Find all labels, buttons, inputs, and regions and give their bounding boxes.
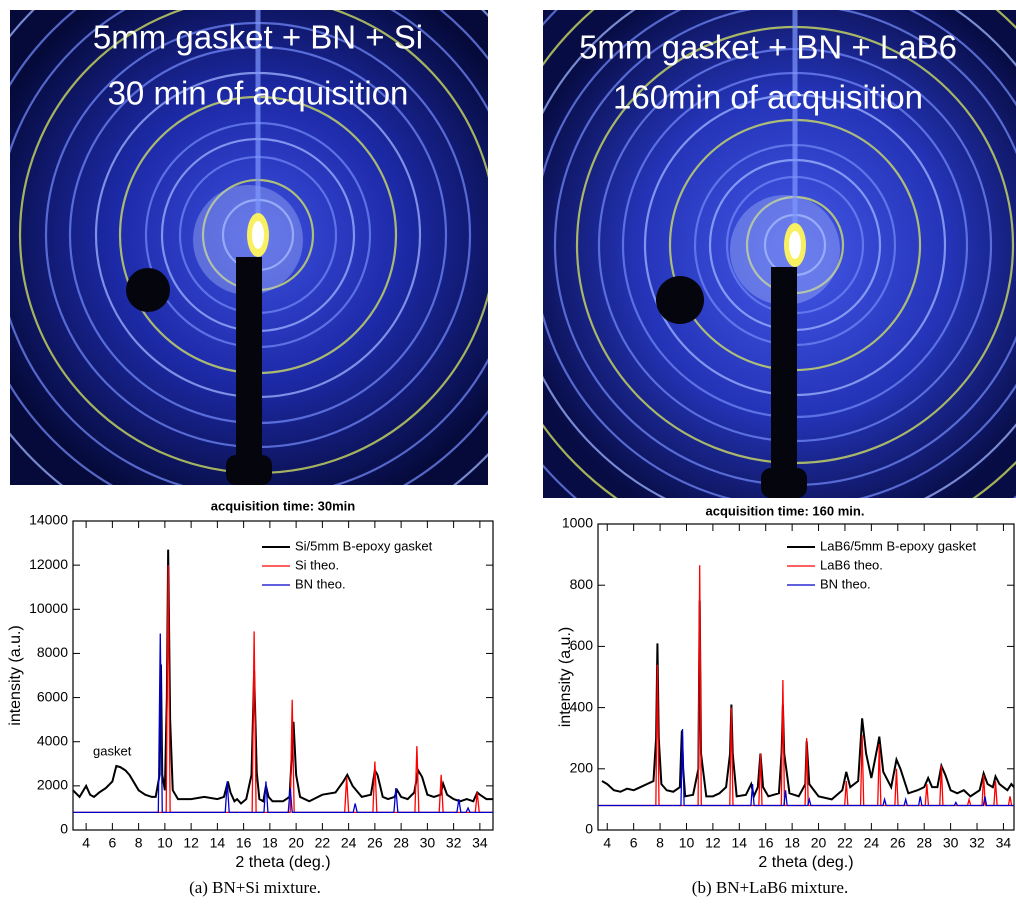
x-tick-label: 6 (108, 835, 116, 851)
image-title: 5mm gasket + BN + Si (93, 19, 423, 56)
y-tick-label: 8000 (37, 644, 68, 660)
legend-label: LaB6/5mm B-epoxy gasket (820, 538, 976, 553)
diffraction-image (10, 10, 488, 485)
y-tick-label: 600 (570, 637, 594, 653)
x-tick-label: 30 (943, 835, 959, 851)
x-tick-label: 28 (916, 835, 932, 851)
beam-core (789, 231, 801, 259)
data-line (598, 729, 1014, 807)
data-line (73, 633, 493, 813)
x-axis-label: 2 theta (deg.) (235, 854, 330, 871)
legend-label: BN theo. (820, 576, 871, 591)
x-tick-label: 16 (236, 835, 252, 851)
x-tick-label: 10 (157, 835, 173, 851)
plot-frame (72, 520, 494, 831)
image-title: 160min of acquisition (613, 79, 923, 116)
legend-label: LaB6 theo. (820, 557, 883, 572)
x-tick-label: 34 (472, 835, 488, 851)
y-axis-label: intensity (a.u.) (557, 627, 574, 727)
y-tick-label: 2000 (37, 777, 68, 793)
y-tick-label: 0 (585, 821, 593, 837)
x-tick-label: 24 (864, 835, 880, 851)
y-tick-label: 200 (570, 760, 594, 776)
beam-stop-arm (771, 267, 797, 498)
x-tick-label: 18 (262, 835, 278, 851)
x-tick-label: 12 (183, 835, 199, 851)
caption: (a) BN+Si mixture. (189, 878, 321, 897)
beam-core (252, 221, 264, 249)
x-tick-label: 34 (996, 835, 1012, 851)
x-tick-label: 8 (135, 835, 143, 851)
y-tick-label: 14000 (29, 512, 68, 528)
caption: (b) BN+LaB6 mixture. (692, 878, 848, 897)
x-tick-label: 26 (367, 835, 383, 851)
x-tick-label: 12 (705, 835, 721, 851)
beam-stop-arm (236, 257, 262, 485)
x-tick-label: 4 (603, 835, 611, 851)
beam-stop-disc (656, 276, 704, 324)
x-tick-label: 32 (446, 835, 462, 851)
y-axis-label: intensity (a.u.) (7, 625, 24, 725)
beam-stop-disc (126, 268, 170, 312)
y-tick-label: 12000 (29, 556, 68, 572)
y-tick-label: 1000 (562, 515, 593, 531)
y-tick-label: 10000 (29, 600, 68, 616)
y-tick-label: 800 (570, 576, 594, 592)
x-tick-label: 22 (837, 835, 853, 851)
data-line (601, 600, 1015, 801)
chart-title: acquisition time: 160 min. (706, 503, 865, 518)
x-tick-label: 20 (288, 835, 304, 851)
y-tick-label: 400 (570, 698, 594, 714)
beam-stop-base (226, 455, 272, 485)
x-tick-label: 18 (784, 835, 800, 851)
x-axis-label: 2 theta (deg.) (758, 854, 853, 871)
x-tick-label: 32 (969, 835, 985, 851)
x-tick-label: 28 (393, 835, 409, 851)
diffraction-image (543, 10, 1016, 498)
plot-frame (597, 523, 1015, 831)
legend-label: Si/5mm B-epoxy gasket (295, 538, 433, 553)
image-title: 30 min of acquisition (108, 75, 409, 112)
image-title: 5mm gasket + BN + LaB6 (579, 29, 957, 66)
annotation: gasket (93, 743, 132, 758)
legend-label: BN theo. (295, 576, 346, 591)
x-tick-label: 22 (315, 835, 331, 851)
x-tick-label: 30 (420, 835, 436, 851)
legend-label: Si theo. (295, 557, 339, 572)
x-tick-label: 4 (82, 835, 90, 851)
x-tick-label: 10 (679, 835, 695, 851)
x-tick-label: 14 (210, 835, 226, 851)
x-tick-label: 20 (811, 835, 827, 851)
x-tick-label: 26 (890, 835, 906, 851)
x-tick-label: 24 (341, 835, 357, 851)
x-tick-label: 16 (758, 835, 774, 851)
x-tick-label: 6 (630, 835, 638, 851)
data-line (72, 549, 493, 805)
x-tick-label: 14 (732, 835, 748, 851)
y-tick-label: 0 (60, 821, 68, 837)
x-tick-label: 8 (656, 835, 664, 851)
chart-title: acquisition time: 30min (211, 498, 356, 513)
y-tick-label: 6000 (37, 688, 68, 704)
y-tick-label: 4000 (37, 732, 68, 748)
beam-stop-base (761, 468, 807, 498)
data-line (73, 565, 493, 813)
